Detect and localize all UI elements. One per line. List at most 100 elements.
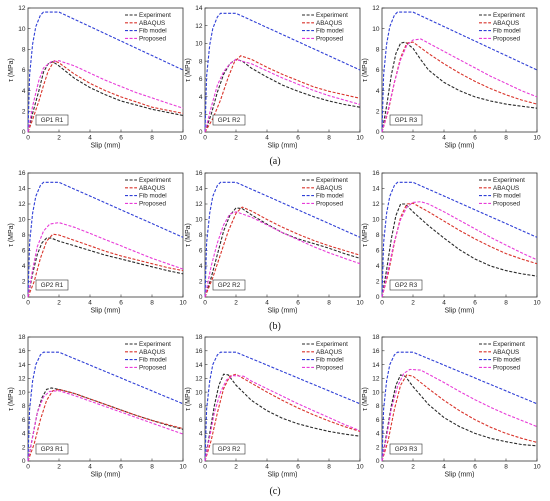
legend-entry: Fib model [139,357,167,364]
legend-entry: Fib model [316,28,344,35]
x-tick-label: 4 [265,464,269,471]
legend-entry: Experiment [139,12,171,19]
panel-tag: GP1 R1 [41,117,64,124]
y-tick-label: 2 [199,279,203,286]
panel-gp3-r2: 0 2 4 6 8 10 0 2 4 6 8 10 12 14 16 18 Slip (mm) τ (MPa) Ex… [185,334,364,478]
y-tick-label: 6 [199,417,203,424]
y-axis-label: τ (MPa) [8,58,15,82]
series-line-abaqus [204,55,361,133]
panel-tag-box [389,279,423,291]
y-tick-label: 10 [372,389,380,396]
y-tick-label: 4 [22,88,26,95]
y-tick-label: 16 [195,348,203,355]
y-tick-label: 2 [376,444,380,451]
series-line-proposed [204,375,361,462]
x-tick-label: 0 [26,300,30,307]
y-tick-label: 0 [376,458,380,465]
y-axis-label: τ (MPa) [185,58,192,82]
y-tick-label: 6 [22,417,26,424]
y-tick-label: 0 [376,129,380,136]
legend-entry: Proposed [139,35,166,42]
panel-gp1-r3: 0 2 4 6 8 10 0 2 4 6 8 10 12 Slip (mm) τ (MPa) Experime… [362,5,541,149]
y-tick-label: 0 [376,294,380,301]
y-tick-label: 12 [372,201,380,208]
series-line-proposed [27,390,184,462]
x-tick-label: 8 [327,300,331,307]
x-tick-label: 10 [533,135,541,142]
x-tick-label: 4 [88,135,92,142]
x-tick-label: 10 [179,464,187,471]
legend-entry: Proposed [493,200,520,207]
y-tick-label: 2 [376,109,380,116]
legend-entry: Experiment [139,177,171,184]
x-tick-label: 0 [380,464,384,471]
plot-area [27,7,184,133]
x-axis-label: Slip (mm) [445,143,475,150]
x-tick-label: 8 [150,464,154,471]
series-line-experiment [204,207,361,298]
y-tick-label: 6 [199,248,203,255]
y-tick-label: 4 [22,263,26,270]
y-axis-label: τ (MPa) [8,223,15,247]
series-line-experiment [381,41,538,133]
y-tick-label: 2 [199,444,203,451]
plot-area [204,172,361,298]
x-tick-label: 10 [179,135,187,142]
panels: 0 2 4 6 8 10 0 2 4 6 8 10 12 Slip (mm) τ (MPa) Experime… [8,5,541,478]
legend-entry: Proposed [493,35,520,42]
panel-tag: GP1 R3 [395,117,418,124]
y-tick-label: 12 [195,201,203,208]
panel-gp2-r2: 0 2 4 6 8 10 0 2 4 6 8 10 12 14 16 Slip (mm) τ (MPa) Expe… [185,170,364,314]
series-line-proposed [381,38,538,133]
series-line-experiment [381,374,538,462]
x-tick-label: 10 [356,135,364,142]
y-tick-label: 16 [195,170,203,177]
series-line-abaqus [204,206,361,298]
series-line-experiment [27,61,184,133]
y-tick-label: 14 [195,186,203,193]
panel-tag-box [389,443,423,455]
y-tick-label: 10 [18,389,26,396]
y-tick-label: 14 [18,186,26,193]
x-tick-label: 4 [442,464,446,471]
x-tick-label: 8 [327,464,331,471]
y-tick-label: 18 [372,334,380,341]
legend-entry: Fib model [139,193,167,200]
y-tick-label: 6 [376,248,380,255]
y-tick-label: 0 [199,294,203,301]
y-tick-label: 0 [199,129,203,136]
y-tick-label: 4 [199,431,203,438]
x-tick-label: 2 [411,464,415,471]
series-line-experiment [204,58,361,133]
panel-tag-box [35,279,69,291]
x-axis-label: Slip (mm) [91,472,121,479]
y-tick-label: 4 [376,431,380,438]
panel-tag: GP2 R3 [395,282,418,289]
legend-entry: Fib model [493,193,521,200]
panel-gp3-r3: 0 2 4 6 8 10 0 2 4 6 8 10 12 14 16 18 Slip (mm) τ (MPa) Ex… [362,334,541,478]
y-tick-label: 18 [195,334,203,341]
y-tick-label: 8 [22,403,26,410]
series-line-experiment [27,237,184,298]
y-tick-label: 14 [195,5,203,12]
x-tick-label: 8 [150,300,154,307]
y-tick-label: 14 [18,362,26,369]
y-tick-label: 12 [18,376,26,383]
panel-tag: GP3 R1 [41,446,64,453]
y-axis-label: τ (MPa) [8,387,15,411]
x-tick-label: 10 [533,300,541,307]
x-axis-label: Slip (mm) [91,308,121,315]
x-tick-label: 6 [296,135,300,142]
y-tick-label: 0 [199,458,203,465]
plot-area [381,336,538,462]
x-tick-label: 4 [265,300,269,307]
legend-entry: ABAQUS [493,20,519,27]
y-tick-label: 10 [195,41,203,48]
y-tick-label: 8 [22,232,26,239]
x-axis-label: Slip (mm) [91,143,121,150]
y-tick-label: 10 [372,217,380,224]
legend-entry: Experiment [316,12,348,19]
x-tick-label: 2 [411,300,415,307]
y-tick-label: 14 [195,362,203,369]
